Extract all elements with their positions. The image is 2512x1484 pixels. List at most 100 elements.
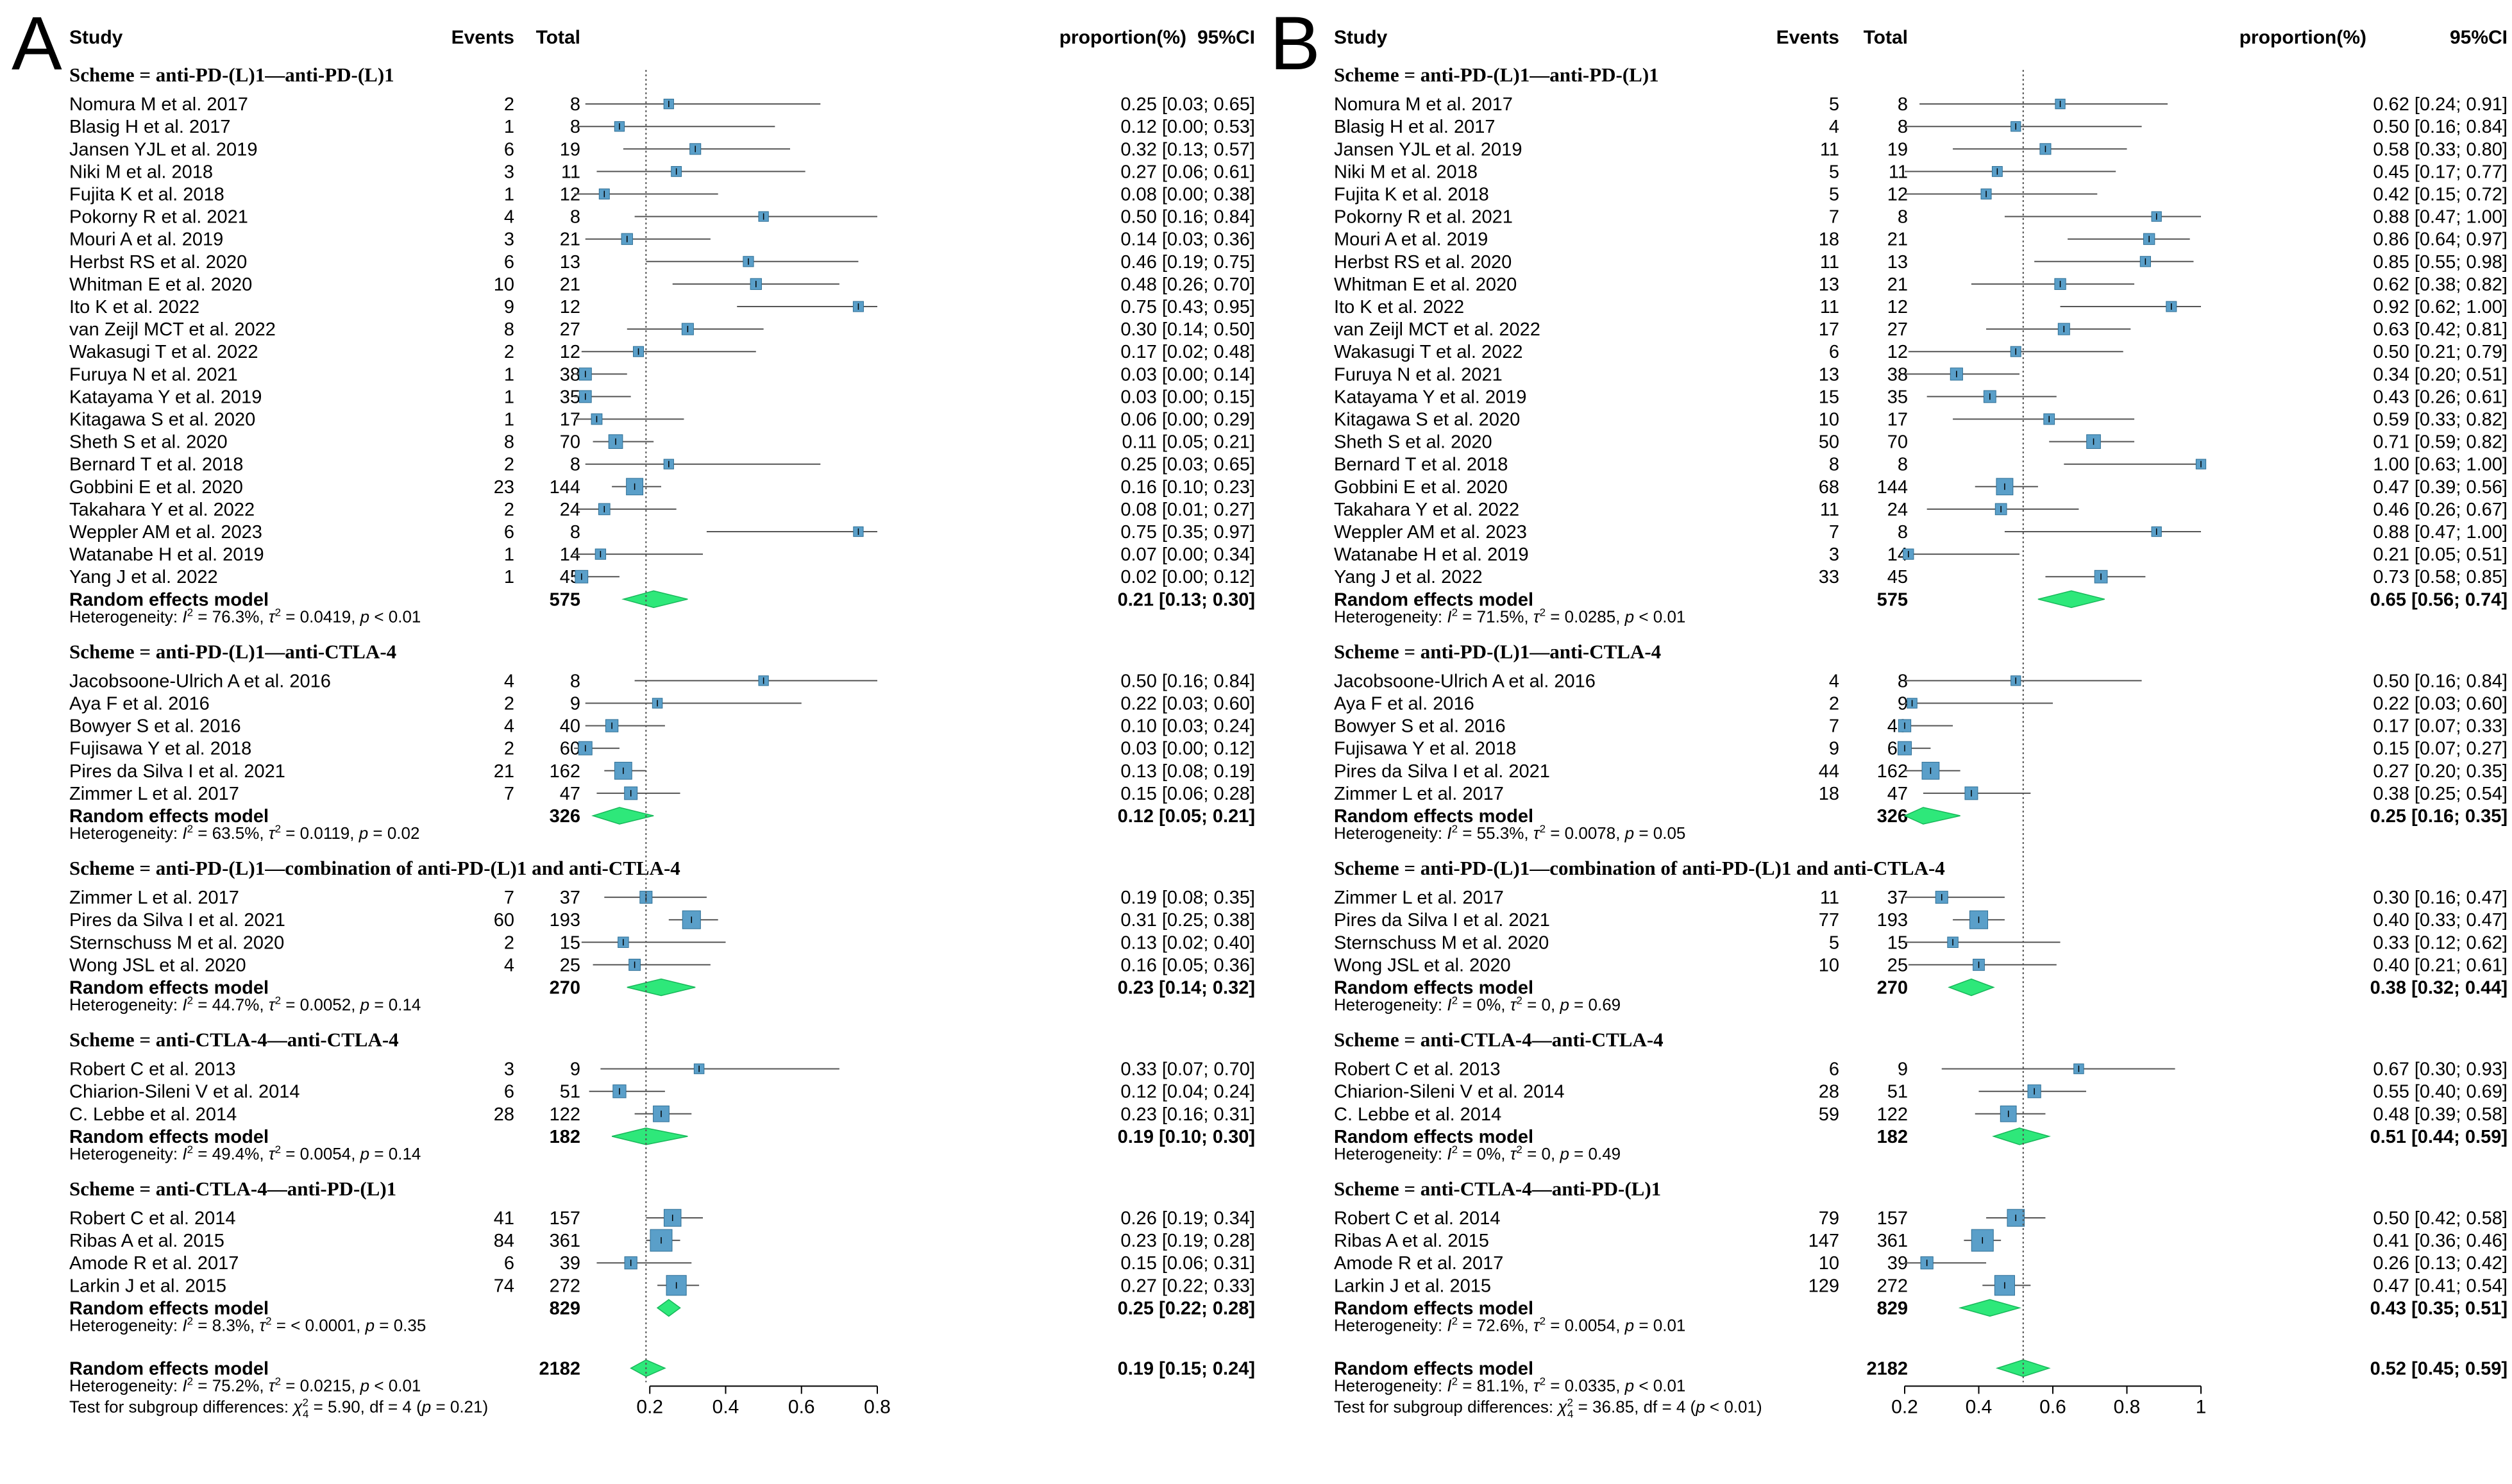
study-row: Gobbini E et al. 2020 68 144 0.47 [0.39; 0.…	[1334, 477, 2508, 498]
study-estimate-ci: 0.16 [0.05; 0.36]	[1120, 955, 1255, 975]
study-row: Sternschuss M et al. 2020 5 15 0.33 [0.12; …	[1334, 932, 2508, 953]
study-name: Amode R et al. 2017	[1334, 1253, 1503, 1274]
study-row: Wakasugi T et al. 2022 6 12 0.50 [0.21; 0.7…	[1334, 342, 2508, 362]
study-row: Wong JSL et al. 2020 4 25 0.16 [0.05; 0.36]	[69, 955, 1255, 975]
study-events: 6	[1829, 1059, 1839, 1080]
study-name: Herbst RS et al. 2020	[1334, 252, 1512, 273]
study-events: 68	[1819, 477, 1839, 498]
study-total: 8	[570, 94, 580, 115]
study-point-marker	[653, 1105, 670, 1122]
pooled-total: 829	[550, 1298, 580, 1319]
study-estimate-ci: 0.31 [0.25; 0.38]	[1120, 910, 1255, 931]
subgroup-2: Scheme = anti-PD-(L)1—anti-CTLA-4 Jacobso…	[1334, 640, 2508, 843]
subgroup-title: Scheme = anti-PD-(L)1—anti-CTLA-4	[1334, 640, 1661, 662]
study-total: 13	[1887, 252, 1908, 273]
study-row: Herbst RS et al. 2020 6 13 0.46 [0.19; 0.75…	[69, 252, 1255, 273]
study-estimate-ci: 0.22 [0.03; 0.60]	[1120, 694, 1255, 714]
pooled-total: 575	[550, 589, 580, 610]
study-events: 2	[504, 500, 514, 520]
study-total: 40	[560, 716, 580, 737]
overall-summary: Random effects model 2182 0.52 [0.45; 0.59…	[1334, 1358, 2508, 1420]
study-name: Jacobsoone-Ulrich A et al. 2016	[1334, 671, 1596, 691]
study-total: 122	[1877, 1104, 1908, 1125]
study-events: 7	[1829, 522, 1839, 543]
study-estimate-ci: 0.75 [0.43; 0.95]	[1120, 297, 1255, 317]
study-total: 35	[1887, 387, 1908, 407]
study-events: 60	[494, 910, 514, 931]
study-estimate-ci: 0.42 [0.15; 0.72]	[2373, 185, 2508, 205]
study-name: Niki M et al. 2018	[69, 162, 213, 182]
study-name: Zimmer L et al. 2017	[1334, 888, 1504, 908]
study-name: Weppler AM et al. 2023	[1334, 522, 1527, 543]
study-events: 129	[1808, 1276, 1839, 1296]
study-row: Gobbini E et al. 2020 23 144 0.16 [0.10; 0.…	[69, 477, 1255, 498]
study-name: Furuya N et al. 2021	[69, 364, 238, 385]
subgroup-title: Scheme = anti-PD-(L)1—anti-PD-(L)1	[69, 63, 394, 86]
pooled-label: Random effects model	[69, 1298, 269, 1319]
study-estimate-ci: 0.34 [0.20; 0.51]	[2373, 364, 2508, 385]
study-estimate-ci: 0.46 [0.26; 0.67]	[2373, 500, 2508, 520]
study-total: 21	[560, 230, 580, 250]
pooled-diamond	[611, 1127, 688, 1145]
pooled-label: Random effects model	[69, 589, 269, 610]
study-total: 162	[550, 761, 580, 782]
heterogeneity-text: Heterogeneity: I2 = 55.3%, τ2 = 0.0078, …	[1334, 823, 1685, 843]
study-row: Niki M et al. 2018 5 11 0.45 [0.17; 0.77]	[1334, 162, 2508, 182]
study-estimate-ci: 0.75 [0.35; 0.97]	[1120, 522, 1255, 543]
study-events: 4	[1829, 117, 1839, 137]
subgroup-1: Scheme = anti-PD-(L)1—anti-PD-(L)1 Nomura…	[69, 63, 1255, 626]
subgroup-5: Scheme = anti-CTLA-4—anti-PD-(L)1 Robert …	[1334, 1177, 2508, 1335]
study-total: 193	[1877, 910, 1908, 931]
pooled-label: Random effects model	[69, 1127, 269, 1147]
study-total: 8	[1898, 522, 1908, 543]
study-estimate-ci: 0.30 [0.16; 0.47]	[2373, 888, 2508, 908]
study-row: Zimmer L et al. 2017 7 37 0.19 [0.08; 0.35]	[69, 888, 1255, 908]
heterogeneity-text: Heterogeneity: I2 = 0%, τ2 = 0, p = 0.49	[1334, 1143, 1621, 1163]
study-events: 11	[1820, 500, 1839, 520]
study-estimate-ci: 0.50 [0.16; 0.84]	[2373, 117, 2508, 137]
study-estimate-ci: 0.27 [0.06; 0.61]	[1120, 162, 1255, 182]
pooled-estimate-ci: 0.51 [0.44; 0.59]	[2370, 1127, 2508, 1147]
header-ci: 95%CI	[1197, 27, 1255, 48]
study-estimate-ci: 0.63 [0.42; 0.81]	[2373, 319, 2508, 340]
study-total: 11	[1889, 162, 1908, 182]
study-name: Bowyer S et al. 2016	[1334, 716, 1506, 737]
study-name: Ribas A et al. 2015	[69, 1231, 224, 1251]
study-name: Katayama Y et al. 2019	[69, 387, 262, 407]
study-estimate-ci: 0.32 [0.13; 0.57]	[1120, 139, 1255, 160]
panel-label: B	[1270, 1, 1320, 86]
study-estimate-ci: 0.22 [0.03; 0.60]	[2373, 694, 2508, 714]
x-axis-tick-label: 0.6	[2039, 1396, 2066, 1417]
study-total: 12	[560, 342, 580, 362]
study-name: Pires da Silva I et al. 2021	[69, 910, 285, 931]
study-estimate-ci: 0.73 [0.58; 0.85]	[2373, 567, 2508, 587]
study-name: Aya F et al. 2016	[69, 694, 210, 714]
study-total: 11	[561, 162, 580, 182]
study-name: Wong JSL et al. 2020	[1334, 955, 1511, 975]
study-row: Mouri A et al. 2019 18 21 0.86 [0.64; 0.97]	[1334, 230, 2508, 250]
study-events: 4	[504, 671, 514, 691]
panel-label: A	[12, 1, 62, 86]
study-estimate-ci: 0.13 [0.02; 0.40]	[1120, 932, 1255, 953]
study-name: Niki M et al. 2018	[1334, 162, 1478, 182]
study-row: Sheth S et al. 2020 50 70 0.71 [0.59; 0.82]	[1334, 432, 2508, 453]
pooled-total: 270	[550, 978, 580, 999]
study-estimate-ci: 0.27 [0.20; 0.35]	[2373, 761, 2508, 782]
study-total: 272	[1877, 1276, 1908, 1296]
study-estimate-ci: 0.33 [0.07; 0.70]	[1120, 1059, 1255, 1080]
pooled-row: Random effects model 575 0.21 [0.13; 0.30]	[69, 589, 1255, 610]
study-row: van Zeijl MCT et al. 2022 17 27 0.63 [0.42;…	[1334, 319, 2508, 340]
x-axis-tick-label: 1	[2196, 1396, 2207, 1417]
study-events: 2	[504, 932, 514, 953]
study-name: Jansen YJL et al. 2019	[1334, 139, 1522, 160]
study-row: Mouri A et al. 2019 3 21 0.14 [0.03; 0.36]	[69, 230, 1255, 250]
pooled-row: Random effects model 829 0.25 [0.22; 0.28]	[69, 1298, 1255, 1319]
study-name: Katayama Y et al. 2019	[1334, 387, 1526, 407]
study-estimate-ci: 0.30 [0.14; 0.50]	[1120, 319, 1255, 340]
overall-label: Random effects model	[69, 1358, 269, 1379]
subgroup-title: Scheme = anti-CTLA-4—anti-PD-(L)1	[69, 1177, 396, 1200]
study-events: 6	[504, 139, 514, 160]
study-events: 7	[1829, 207, 1839, 228]
pooled-row: Random effects model 270 0.38 [0.32; 0.44]	[1334, 978, 2508, 999]
study-estimate-ci: 0.88 [0.47; 1.00]	[2373, 522, 2508, 543]
